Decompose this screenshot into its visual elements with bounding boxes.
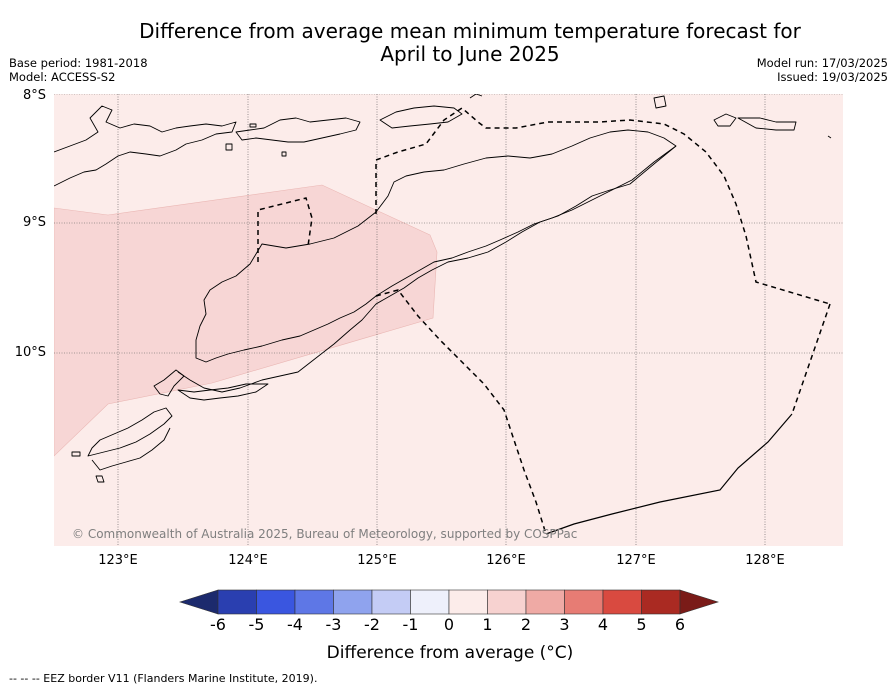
colorbar — [179, 589, 719, 615]
lon-label-124e: 124°E — [228, 553, 268, 568]
small-island-2 — [249, 123, 257, 128]
colorbar-tick-label: 3 — [559, 615, 570, 634]
meta-right: Model run: 17/03/2025 Issued: 19/03/2025 — [757, 56, 888, 84]
timor-south-coast — [177, 145, 677, 393]
meta-left: Base period: 1981-2018 Model: ACCESS-S2 — [9, 56, 148, 84]
copyright-notice: © Commonwealth of Australia 2025, Bureau… — [72, 527, 578, 541]
colorbar-label: Difference from average (°C) — [326, 643, 574, 663]
colorbar-bin-5-to-6 — [641, 589, 681, 615]
model-run: Model run: 17/03/2025 — [756, 56, 888, 70]
lat-label-9s: 9°S — [22, 215, 46, 230]
flores-coast — [54, 105, 237, 187]
base-period: Base period: 1981-2018 — [9, 56, 148, 70]
colorbar-tick-label: -4 — [287, 615, 303, 634]
alor-coast — [235, 117, 361, 143]
colorbar-tick-label: -2 — [364, 615, 380, 634]
sumba-south-coast — [91, 427, 171, 471]
colorbar-tick-label: 1 — [482, 615, 493, 634]
colorbar-tick-label: 4 — [597, 615, 609, 634]
colorbar-tick-label: 5 — [636, 615, 647, 634]
coastlines — [54, 94, 832, 483]
lon-label-127e: 127°E — [616, 553, 656, 568]
title-line-1: Difference from average mean minimum tem… — [139, 19, 801, 43]
eez-border — [257, 107, 831, 535]
colorbar-bin--1-to-0 — [410, 589, 450, 615]
colorbar-tick-label: -1 — [402, 615, 419, 634]
island-east-2 — [713, 113, 737, 127]
colorbar-bin-1-to-2 — [487, 589, 527, 615]
lon-label-123e: 123°E — [98, 553, 138, 568]
sawu-coast — [177, 383, 269, 401]
colorbar-bin--5-to--4 — [256, 589, 296, 615]
eez-border-north — [375, 107, 831, 305]
chart-title: Difference from average mean minimum tem… — [90, 20, 850, 66]
island-east-1 — [653, 95, 667, 109]
rote-coast — [153, 369, 185, 397]
colorbar-bin-4-to-5 — [602, 589, 642, 615]
colorbar-tick-label: -5 — [248, 615, 265, 634]
colorbar-bin--3-to--2 — [333, 589, 373, 615]
island-east-4 — [827, 135, 832, 139]
anomaly-overlay-region — [54, 184, 438, 457]
eez-border-west-loop — [257, 197, 313, 262]
colorbar-bin--2-to--1 — [371, 589, 411, 615]
colorbar-bin--4-to--3 — [294, 589, 334, 615]
issued-date: Issued: 19/03/2025 — [777, 70, 888, 84]
colorbar-tick-label: -6 — [210, 615, 226, 634]
grid-lines — [54, 94, 843, 546]
colorbar-arrow-high — [679, 589, 719, 615]
lat-label-10s: 10°S — [14, 345, 46, 360]
colorbar-bin-3-to-4 — [564, 589, 604, 615]
lon-label-126e: 126°E — [486, 553, 526, 568]
model-name: Model: ACCESS-S2 — [9, 70, 116, 84]
colorbar-tick-label: -3 — [325, 615, 342, 634]
colorbar-bin-2-to-3 — [525, 589, 565, 615]
title-line-2: April to June 2025 — [380, 42, 560, 66]
lon-label-125e: 125°E — [357, 553, 397, 568]
colorbar-tick-label: 6 — [674, 615, 686, 634]
small-island-4 — [95, 475, 105, 483]
wetar-tip — [469, 94, 483, 99]
colorbar-tick-label: 2 — [520, 615, 532, 634]
lat-label-8s: 8°S — [22, 88, 46, 103]
timor-north-coast — [195, 129, 677, 363]
small-island-1 — [225, 143, 233, 151]
small-island-3 — [281, 151, 287, 157]
wetar-coast — [379, 105, 463, 129]
eez-boundary-southeast — [545, 413, 793, 535]
island-east-3 — [737, 117, 797, 131]
small-island-5 — [71, 451, 81, 457]
colorbar-bin--6-to--5 — [217, 589, 257, 615]
lon-label-128e: 128°E — [745, 553, 785, 568]
colorbar-arrow-low — [179, 589, 219, 615]
colorbar-bin-0-to-1 — [448, 589, 488, 615]
eez-border-solid — [545, 413, 793, 535]
eez-border-east — [791, 303, 831, 415]
sumba-east-coast — [87, 407, 173, 457]
colorbar-tick-label: 0 — [443, 615, 455, 634]
eez-footnote: -- -- -- EEZ border V11 (Flanders Marine… — [9, 672, 318, 685]
